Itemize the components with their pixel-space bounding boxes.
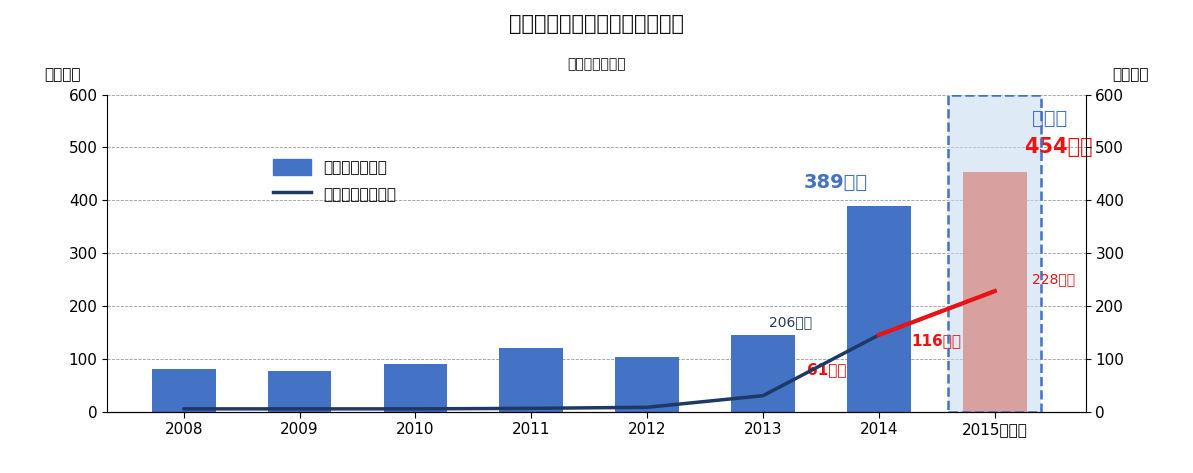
Bar [152,369,216,412]
Text: 上半期: 上半期 [1032,109,1068,128]
Bar [384,364,447,412]
Text: （億円）: （億円） [44,67,80,82]
Text: 116億円: 116億円 [911,333,962,348]
Bar [963,172,1027,412]
Legend: 受入額（左軸）, 受入件数（右軸）: 受入額（左軸）, 受入件数（右軸） [267,153,402,208]
Bar [948,95,1041,412]
Text: （万件）: （万件） [1113,67,1149,82]
Text: 389億円: 389億円 [803,173,867,193]
Bar [616,357,679,412]
Bar [267,371,332,412]
Text: 454億円: 454億円 [1024,137,1093,157]
Text: 228万件: 228万件 [1032,272,1075,286]
Text: （出所）総務省: （出所）総務省 [567,57,626,71]
Text: 61万件: 61万件 [808,362,847,377]
Text: 206万件: 206万件 [768,315,812,330]
Text: 急激に伸びる「ふるさと納税」: 急激に伸びる「ふるさと納税」 [509,14,684,34]
Bar [731,335,795,412]
Bar [500,348,563,412]
Bar [847,206,910,412]
